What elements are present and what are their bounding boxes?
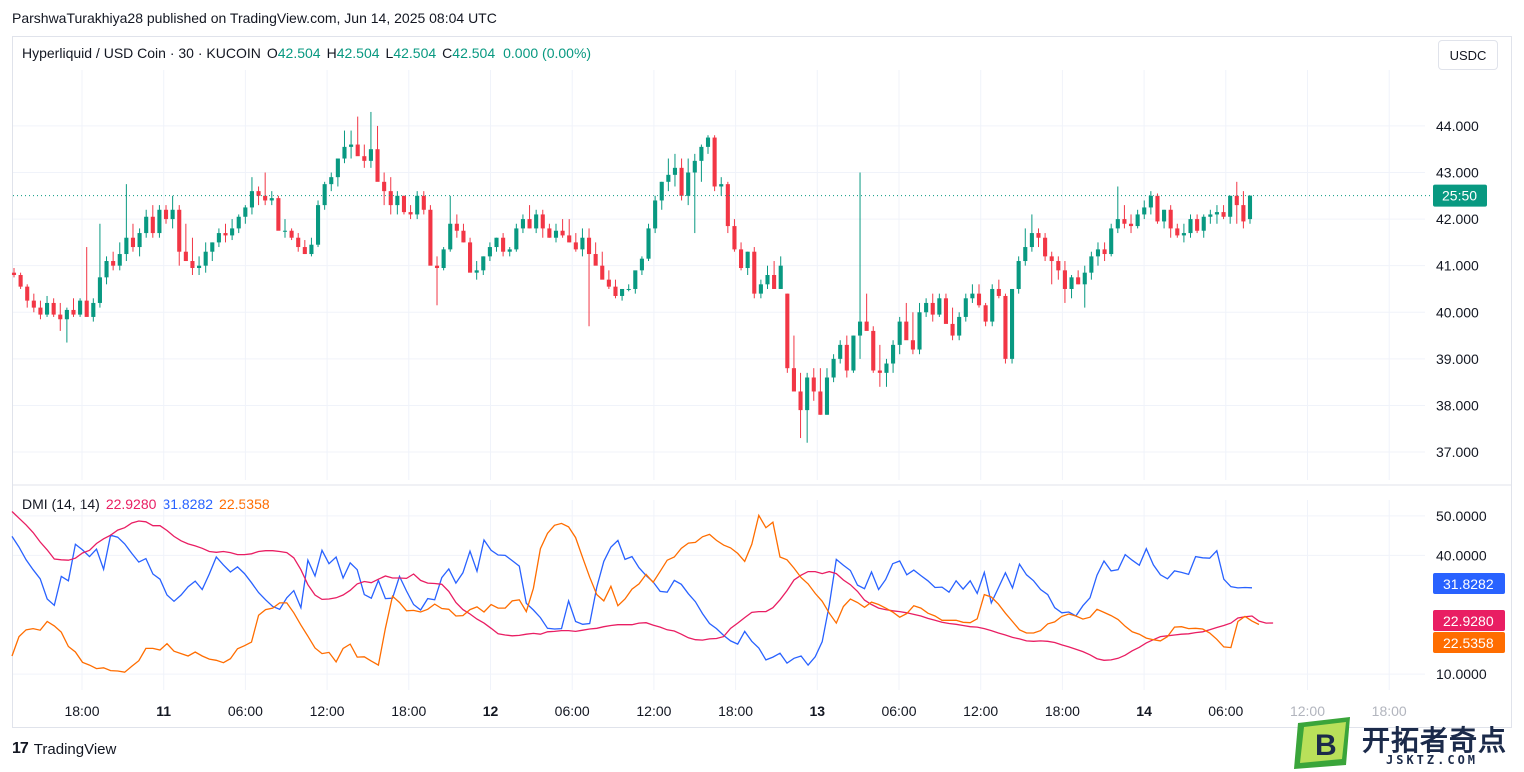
currency-button[interactable]: USDC — [1438, 40, 1498, 70]
dmi-adx-value: 31.8282 — [162, 496, 214, 512]
open-label: O — [266, 45, 278, 61]
low-label: L — [385, 45, 394, 61]
watermark-logo-icon: B — [1294, 717, 1350, 769]
close-label: C — [442, 45, 453, 61]
tradingview-logo-text: TradingView — [33, 740, 117, 758]
symbol-legend[interactable]: Hyperliquid / USD Coin · 30 · KUCOIN O 42… — [22, 45, 591, 61]
change-value: 0.000 (0.00%) — [503, 45, 592, 61]
low-value: 42.504 — [393, 45, 437, 61]
open-value: 42.504 — [277, 45, 321, 61]
dmi-plus-value: 22.9280 — [105, 496, 157, 512]
chart-frame — [12, 36, 1512, 728]
dmi-minus-value: 22.5358 — [219, 496, 270, 512]
high-label: H — [326, 45, 337, 61]
watermark-subtext: JSKTZ.COM — [1386, 753, 1479, 767]
close-value: 42.504 — [452, 45, 496, 61]
dmi-legend[interactable]: DMI (14, 14) 22.9280 31.8282 22.5358 — [22, 496, 276, 512]
symbol-name[interactable]: Hyperliquid / USD Coin · 30 · KUCOIN — [22, 45, 261, 61]
tradingview-logo-icon: 17 — [12, 740, 29, 757]
svg-text:B: B — [1315, 729, 1337, 762]
watermark-text: 开拓者奇点 — [1362, 724, 1508, 757]
tradingview-logo[interactable]: 17 TradingView — [12, 740, 116, 758]
publisher-line: ParshwaTurakhiya28 published on TradingV… — [12, 10, 497, 26]
watermark: B 开拓者奇点 JSKTZ.COM — [1290, 715, 1520, 771]
dmi-label[interactable]: DMI (14, 14) — [22, 496, 100, 512]
high-value: 42.504 — [336, 45, 380, 61]
